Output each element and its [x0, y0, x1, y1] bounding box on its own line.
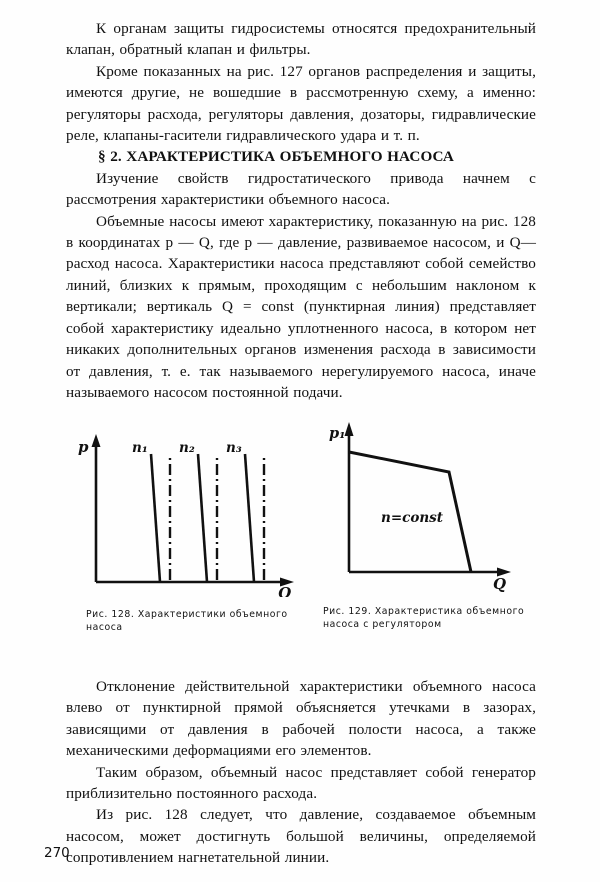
y-axis-label: p — [78, 438, 89, 456]
paragraph: Из рис. 128 следует, что давление, созда… — [66, 806, 536, 867]
x-axis-arrow — [280, 577, 294, 587]
curve-label-n3: n₃ — [226, 440, 242, 456]
paragraph: Объемные насосы имеют характеристику, по… — [66, 212, 536, 401]
paragraph: Изучение свойств гидростатического приво… — [66, 169, 536, 209]
curve-label-n1: n₁ — [132, 440, 148, 456]
paragraph: Кроме показанных на рис. 127 органов рас… — [66, 62, 536, 145]
figure-129-chart: p₁ Q n=const — [329, 422, 511, 593]
x-axis-arrow — [497, 567, 511, 577]
y-axis-arrow — [344, 422, 354, 436]
curve-n3-solid — [243, 453, 256, 583]
curve-label-n2: n₂ — [179, 440, 195, 456]
text-block-top: К органам защиты гидросистемы относятся … — [66, 18, 536, 403]
text-block-bottom: Отклонение действительной характеристики… — [66, 676, 536, 869]
y-axis-arrow — [91, 434, 101, 447]
curve-n-const — [348, 450, 473, 573]
figure-128-caption: Рис. 128. Характеристики объемного насос… — [86, 609, 288, 634]
page-number: 270 — [44, 845, 70, 861]
figure-129-caption: Рис. 129. Характеристика объемного насос… — [323, 606, 525, 631]
figure-group: p Q n₁ n₂ n₃ Рис. 128. Характеристики об… — [66, 404, 536, 654]
x-axis-label: Q — [493, 575, 506, 593]
curve-label-n-const: n=const — [381, 510, 444, 526]
y-axis-label: p₁ — [329, 425, 346, 442]
paragraph: К органам защиты гидросистемы относятся … — [66, 20, 536, 59]
section-heading: § 2. ХАРАКТЕРИСТИКА ОБЪЕМНОГО НАСОСА — [98, 148, 454, 166]
paragraph: Отклонение действительной характеристики… — [66, 678, 536, 760]
figure-128-chart: p Q n₁ n₂ n₃ — [78, 434, 294, 602]
paragraph: Таким образом, объемный насос представля… — [66, 763, 536, 803]
figure-128: p Q n₁ n₂ n₃ Рис. 128. Характеристики об… — [70, 422, 310, 634]
figure-129: p₁ Q n=const Рис. 129. Характеристика об… — [321, 408, 536, 631]
x-axis-label: Q — [278, 584, 291, 597]
curve-n2-solid — [196, 453, 209, 583]
curve-n1-solid — [149, 453, 162, 583]
